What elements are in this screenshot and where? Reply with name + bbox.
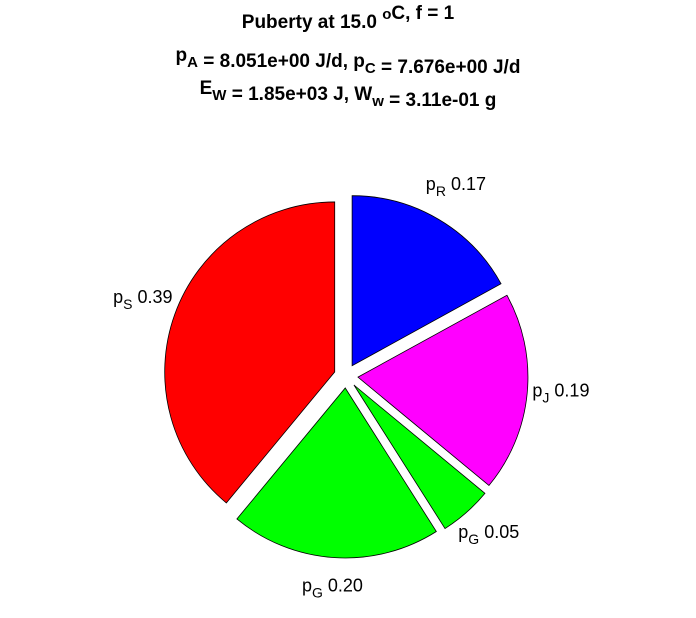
title-text: p xyxy=(176,45,188,66)
slice-label: pG 0.20 xyxy=(302,575,363,600)
label-name: p xyxy=(532,380,542,400)
slice-label: pJ 0.19 xyxy=(532,380,589,405)
title-text: C, f = 1 xyxy=(391,3,454,24)
label-sub: R xyxy=(436,183,446,199)
title-sub: A xyxy=(187,54,198,71)
pie-slice xyxy=(236,387,437,559)
pie-slice xyxy=(357,294,529,487)
title-text: = 7.676e+00 J/d xyxy=(376,57,521,78)
pie-slice xyxy=(351,195,502,367)
value-label: 0.39 xyxy=(138,287,173,307)
value-label: 0.17 xyxy=(451,174,486,194)
label-name: p xyxy=(426,174,436,194)
label-name: p xyxy=(113,287,123,307)
label-sub: G xyxy=(468,531,479,547)
slice-label: pG 0.05 xyxy=(458,522,519,547)
pie-slice xyxy=(164,201,336,504)
title-text: Puberty at 15.0 xyxy=(242,12,382,33)
title-sup: o xyxy=(382,6,391,23)
label-sub: J xyxy=(542,389,549,405)
label-sub: S xyxy=(123,296,132,312)
slice-label: pS 0.39 xyxy=(113,287,172,312)
title-sub: w xyxy=(371,93,384,110)
title-text: = 3.11e-01 g xyxy=(384,90,497,111)
title-sub: C xyxy=(365,60,376,77)
title-line: pA = 8.051e+00 J/d, pC = 7.676e+00 J/d xyxy=(176,45,521,78)
title-text: = 8.051e+00 J/d, p xyxy=(198,51,365,72)
pie-slice xyxy=(353,384,486,530)
value-label: 0.05 xyxy=(484,522,519,542)
slice-label: pR 0.17 xyxy=(426,174,486,199)
label-name: p xyxy=(302,575,312,595)
title-sub: W xyxy=(212,87,227,104)
title-line: EW = 1.85e+03 J, Ww = 3.11e-01 g xyxy=(200,78,497,111)
title-text: = 1.85e+03 J, W xyxy=(226,84,372,105)
label-name: p xyxy=(458,522,468,542)
title-text: E xyxy=(200,78,213,99)
title-line: Puberty at 15.0 oC, f = 1 xyxy=(242,3,455,33)
label-sub: G xyxy=(312,584,323,600)
value-label: 0.19 xyxy=(554,380,589,400)
value-label: 0.20 xyxy=(328,575,363,595)
